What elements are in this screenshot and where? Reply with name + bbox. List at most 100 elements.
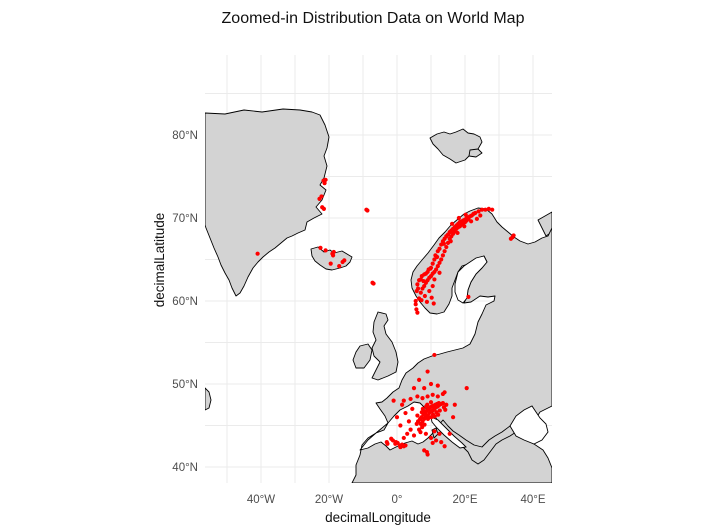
occurrence-point: [425, 394, 430, 399]
occurrence-point: [444, 402, 449, 407]
occurrence-point: [393, 440, 399, 445]
occurrence-point: [337, 264, 342, 269]
occurrence-point: [437, 246, 442, 251]
occurrence-point: [323, 248, 328, 253]
occurrence-point: [424, 299, 430, 304]
occurrence-point: [483, 207, 488, 212]
occurrence-point: [452, 402, 457, 407]
occurrence-point: [421, 278, 426, 284]
occurrence-point: [432, 277, 437, 282]
occurrence-point: [408, 396, 413, 402]
greenland-landmass: [205, 108, 330, 297]
occurrence-point: [423, 431, 428, 436]
occurrence-point: [428, 381, 434, 387]
occurrence-point: [415, 286, 421, 291]
occurrence-point: [319, 194, 324, 199]
occurrence-point: [443, 407, 448, 412]
occurrence-point: [418, 430, 423, 435]
occurrence-point: [425, 402, 430, 407]
occurrence-point: [435, 264, 440, 269]
occurrence-point: [432, 257, 437, 262]
occurrence-point: [442, 390, 447, 395]
great-britain-landmass: [371, 311, 399, 381]
occurrence-point: [456, 215, 461, 221]
x-axis-label: decimalLongitude: [325, 510, 431, 525]
occurrence-point: [432, 429, 437, 434]
y-tick-label: 70°N: [172, 213, 198, 225]
occurrence-point: [330, 253, 336, 258]
occurrence-point: [466, 294, 471, 299]
occurrence-point: [430, 440, 435, 446]
occurrence-point: [422, 283, 427, 289]
occurrence-point: [448, 239, 453, 244]
occurrence-point: [405, 431, 410, 436]
occurrence-point: [429, 295, 434, 300]
occurrence-point: [437, 408, 442, 413]
y-axis-label: decimalLatitude: [152, 213, 167, 308]
occurrence-point: [419, 298, 424, 303]
occurrence-point: [410, 406, 415, 411]
occurrence-point: [444, 244, 449, 250]
occurrence-point: [436, 400, 441, 406]
occurrence-point: [418, 290, 423, 295]
occurrence-point: [365, 208, 370, 213]
occurrence-point: [342, 258, 347, 263]
occurrence-point: [437, 260, 442, 265]
x-axis-ticks: 40°W 20°W 0° 20°E 40°E: [247, 494, 546, 506]
occurrence-point: [420, 396, 425, 401]
y-tick-label: 60°N: [172, 296, 198, 308]
occurrence-point: [425, 369, 430, 374]
svalbard-east-island: [468, 148, 483, 158]
map-panel: [205, 108, 552, 483]
svalbard-landmass: [429, 128, 483, 164]
occurrence-point: [442, 444, 447, 449]
occurrence-point: [449, 221, 455, 226]
occurrence-point: [398, 423, 403, 428]
occurrence-point: [429, 415, 434, 420]
occurrence-point: [411, 433, 417, 438]
occurrence-point: [413, 298, 418, 304]
occurrence-point: [451, 415, 456, 420]
occurrence-point: [413, 302, 418, 307]
occurrence-point: [508, 236, 513, 241]
occurrence-point: [437, 270, 442, 275]
occurrence-point: [422, 293, 427, 299]
iceland-landmass: [310, 246, 353, 271]
occurrence-point: [394, 415, 400, 420]
occurrence-point: [511, 233, 516, 238]
occurrence-point: [391, 398, 396, 403]
occurrence-point: [442, 249, 447, 254]
y-axis-ticks: 40°N 50°N 60°N 70°N 80°N: [172, 130, 198, 474]
occurrence-point: [428, 400, 434, 405]
occurrence-point: [371, 281, 376, 286]
occurrence-point: [479, 207, 485, 212]
occurrence-point: [432, 352, 437, 358]
occurrence-point: [430, 392, 435, 397]
occurrence-point: [428, 266, 433, 271]
occurrence-point: [328, 261, 333, 266]
occurrence-point: [414, 421, 419, 426]
occurrence-point: [318, 245, 323, 250]
occurrence-point: [428, 435, 434, 441]
occurrence-point: [439, 440, 444, 445]
occurrence-point: [411, 386, 417, 391]
occurrence-point: [435, 254, 440, 260]
occurrence-point: [398, 444, 403, 450]
occurrence-point: [478, 213, 483, 218]
occurrence-point: [425, 452, 430, 457]
occurrence-point: [427, 288, 432, 294]
occurrence-point: [385, 441, 390, 446]
occurrence-point: [473, 210, 478, 216]
labrador-coast: [205, 387, 212, 411]
occurrence-point: [441, 241, 447, 246]
occurrence-point: [431, 301, 436, 306]
occurrence-point: [323, 177, 328, 182]
y-tick-label: 50°N: [172, 379, 198, 391]
occurrence-point: [403, 410, 408, 416]
occurrence-point: [422, 386, 427, 391]
occurrence-point: [436, 412, 441, 417]
occurrence-point: [408, 427, 413, 432]
black-sea: [509, 405, 549, 445]
occurrence-point: [474, 216, 479, 221]
